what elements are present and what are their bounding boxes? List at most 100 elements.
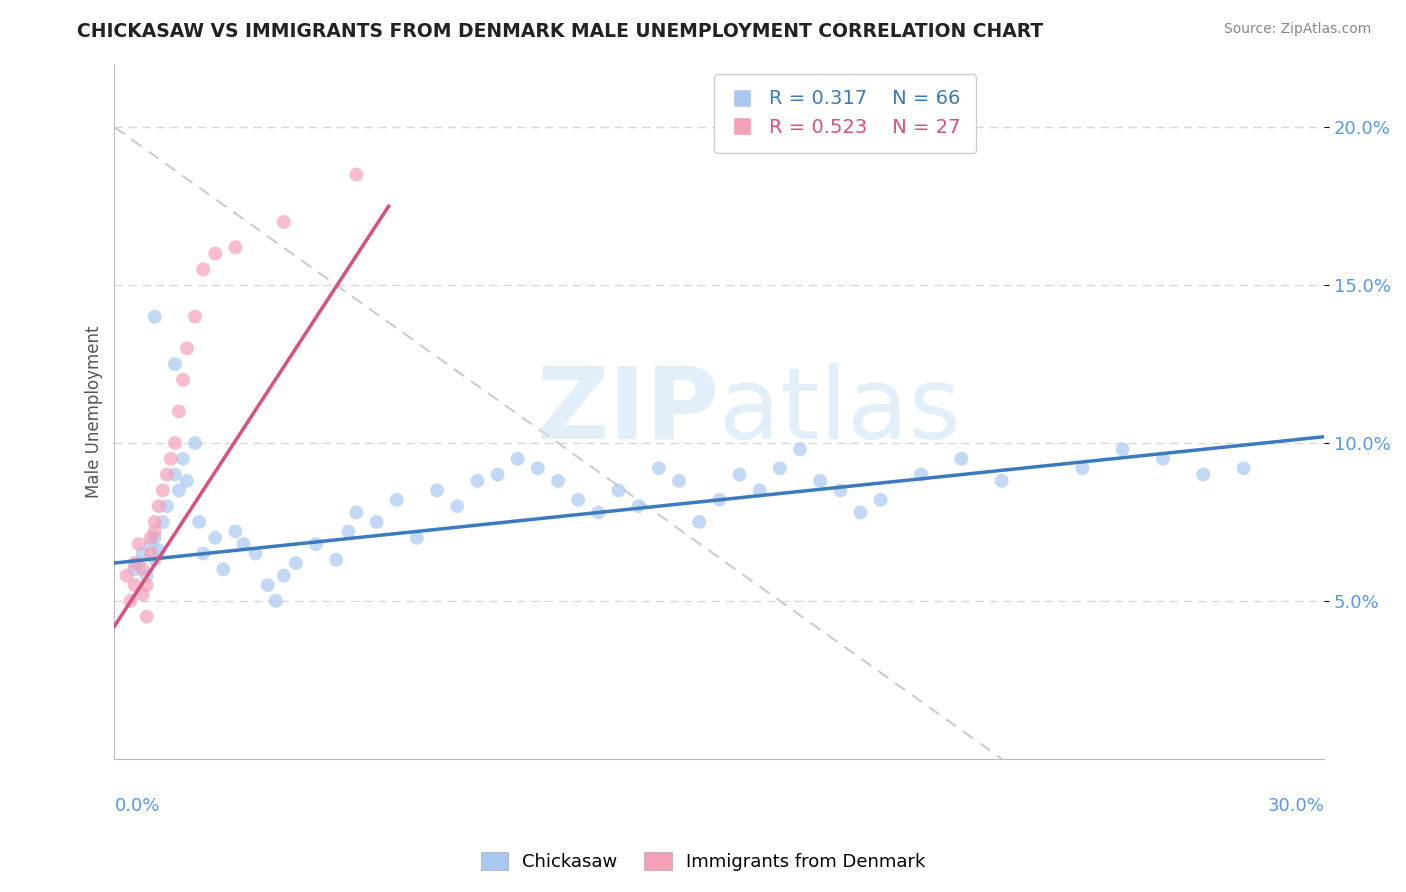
Point bbox=[139, 547, 162, 561]
Point bbox=[143, 524, 166, 539]
Point bbox=[184, 310, 207, 324]
Point bbox=[728, 467, 751, 482]
Point bbox=[188, 515, 211, 529]
Point bbox=[135, 609, 157, 624]
Point bbox=[167, 483, 190, 498]
Point bbox=[808, 474, 831, 488]
Point bbox=[143, 531, 166, 545]
Point bbox=[344, 506, 367, 520]
Point bbox=[1192, 467, 1215, 482]
Point bbox=[135, 568, 157, 582]
Text: atlas: atlas bbox=[720, 363, 960, 460]
Text: CHICKASAW VS IMMIGRANTS FROM DENMARK MALE UNEMPLOYMENT CORRELATION CHART: CHICKASAW VS IMMIGRANTS FROM DENMARK MAL… bbox=[77, 22, 1043, 41]
Point bbox=[160, 451, 183, 466]
Point bbox=[709, 492, 731, 507]
Point bbox=[156, 499, 179, 513]
Point bbox=[273, 215, 295, 229]
Point bbox=[124, 562, 146, 576]
Point bbox=[128, 537, 150, 551]
Text: 30.0%: 30.0% bbox=[1267, 797, 1324, 815]
Point bbox=[426, 483, 449, 498]
Point bbox=[1111, 442, 1133, 457]
Point bbox=[627, 499, 650, 513]
Point bbox=[124, 578, 146, 592]
Legend: R = 0.317    N = 66, R = 0.523    N = 27: R = 0.317 N = 66, R = 0.523 N = 27 bbox=[714, 74, 976, 153]
Point bbox=[1152, 451, 1174, 466]
Point bbox=[224, 240, 246, 254]
Point bbox=[148, 543, 170, 558]
Point bbox=[648, 461, 671, 475]
Point bbox=[789, 442, 811, 457]
Point bbox=[163, 357, 186, 371]
Point bbox=[143, 310, 166, 324]
Point bbox=[139, 531, 162, 545]
Point bbox=[167, 404, 190, 418]
Point bbox=[184, 436, 207, 450]
Point bbox=[148, 499, 170, 513]
Point bbox=[567, 492, 589, 507]
Point bbox=[668, 474, 690, 488]
Point bbox=[143, 553, 166, 567]
Point bbox=[245, 547, 267, 561]
Point bbox=[172, 451, 194, 466]
Point bbox=[152, 515, 174, 529]
Point bbox=[769, 461, 792, 475]
Point bbox=[163, 436, 186, 450]
Point bbox=[232, 537, 254, 551]
Point bbox=[688, 515, 710, 529]
Point bbox=[337, 524, 360, 539]
Point bbox=[366, 515, 388, 529]
Point bbox=[156, 467, 179, 482]
Point bbox=[115, 568, 138, 582]
Point bbox=[588, 506, 610, 520]
Point bbox=[405, 531, 427, 545]
Point bbox=[273, 568, 295, 582]
Point bbox=[486, 467, 509, 482]
Point bbox=[305, 537, 328, 551]
Point bbox=[748, 483, 770, 498]
Point bbox=[527, 461, 550, 475]
Point bbox=[1071, 461, 1094, 475]
Point bbox=[120, 594, 142, 608]
Point bbox=[152, 483, 174, 498]
Point bbox=[139, 537, 162, 551]
Point bbox=[224, 524, 246, 539]
Point bbox=[135, 578, 157, 592]
Point bbox=[1233, 461, 1256, 475]
Point bbox=[506, 451, 529, 466]
Point bbox=[344, 168, 367, 182]
Point bbox=[385, 492, 408, 507]
Point bbox=[191, 547, 214, 561]
Legend: Chickasaw, Immigrants from Denmark: Chickasaw, Immigrants from Denmark bbox=[474, 845, 932, 879]
Point bbox=[849, 506, 872, 520]
Text: 0.0%: 0.0% bbox=[114, 797, 160, 815]
Point bbox=[172, 373, 194, 387]
Point bbox=[950, 451, 973, 466]
Point bbox=[176, 341, 198, 355]
Point bbox=[131, 562, 153, 576]
Point bbox=[204, 531, 226, 545]
Point bbox=[990, 474, 1012, 488]
Point bbox=[124, 556, 146, 570]
Point bbox=[163, 467, 186, 482]
Point bbox=[547, 474, 569, 488]
Point bbox=[176, 474, 198, 488]
Point bbox=[910, 467, 932, 482]
Point bbox=[143, 515, 166, 529]
Point bbox=[830, 483, 852, 498]
Text: Source: ZipAtlas.com: Source: ZipAtlas.com bbox=[1223, 22, 1371, 37]
Point bbox=[131, 547, 153, 561]
Point bbox=[325, 553, 347, 567]
Y-axis label: Male Unemployment: Male Unemployment bbox=[86, 326, 103, 498]
Point bbox=[467, 474, 489, 488]
Point bbox=[256, 578, 278, 592]
Point bbox=[204, 246, 226, 260]
Point bbox=[446, 499, 468, 513]
Point bbox=[128, 556, 150, 570]
Point bbox=[131, 588, 153, 602]
Point bbox=[264, 594, 287, 608]
Point bbox=[869, 492, 891, 507]
Point bbox=[607, 483, 630, 498]
Point bbox=[191, 262, 214, 277]
Point bbox=[284, 556, 307, 570]
